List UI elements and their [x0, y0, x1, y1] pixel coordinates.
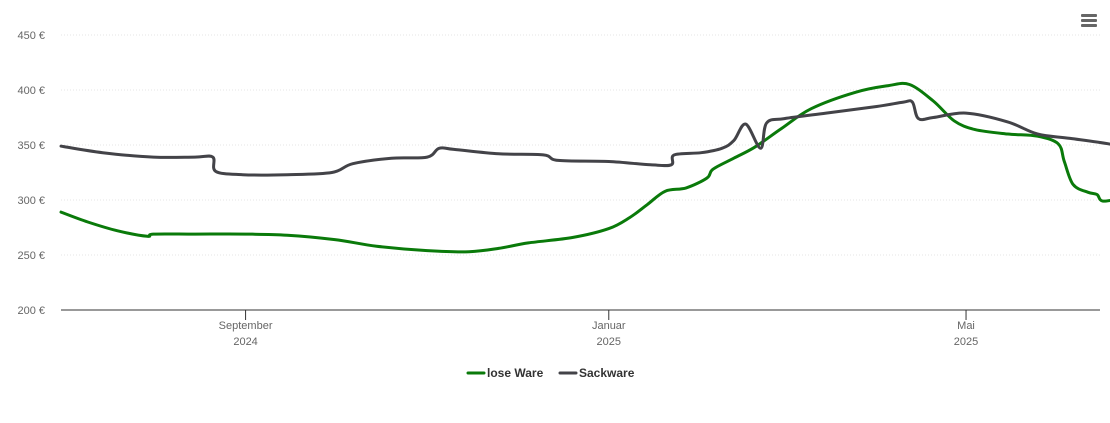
legend-label: lose Ware [487, 366, 544, 380]
x-tick-label-year: 2024 [233, 336, 257, 348]
series-lines [59, 81, 1110, 254]
menu-bar [1081, 19, 1097, 22]
series-line-lose-ware[interactable] [59, 81, 1110, 254]
x-tick-label-month: Mai [957, 320, 975, 332]
menu-bar [1081, 14, 1097, 17]
menu-bar [1081, 24, 1097, 27]
legend: lose Ware Sackware [466, 366, 635, 380]
x-tick-label-month: September [219, 320, 273, 332]
y-tick-label: 400 € [17, 85, 45, 97]
legend-item-sackware[interactable]: Sackware [558, 366, 635, 380]
x-axis: September 2024 Januar 2025 Mai 2025 [61, 309, 1100, 348]
y-axis-labels: 200 € 250 € 300 € 350 € 400 € 450 € [17, 30, 45, 317]
y-tick-label: 450 € [17, 30, 45, 42]
y-tick-label: 350 € [17, 140, 45, 152]
y-tick-label: 250 € [17, 250, 45, 262]
x-tick-label-year: 2025 [597, 336, 621, 348]
y-tick-label: 300 € [17, 195, 45, 207]
y-tick-label: 200 € [17, 305, 45, 317]
series-line-sackware[interactable] [59, 99, 1110, 177]
legend-item-lose-ware[interactable]: lose Ware [466, 366, 544, 380]
legend-label: Sackware [579, 366, 635, 380]
grid-lines [61, 34, 1100, 256]
x-tick-label-year: 2025 [954, 336, 978, 348]
x-tick-label-month: Januar [592, 320, 626, 332]
hamburger-menu-icon[interactable] [1078, 12, 1100, 32]
